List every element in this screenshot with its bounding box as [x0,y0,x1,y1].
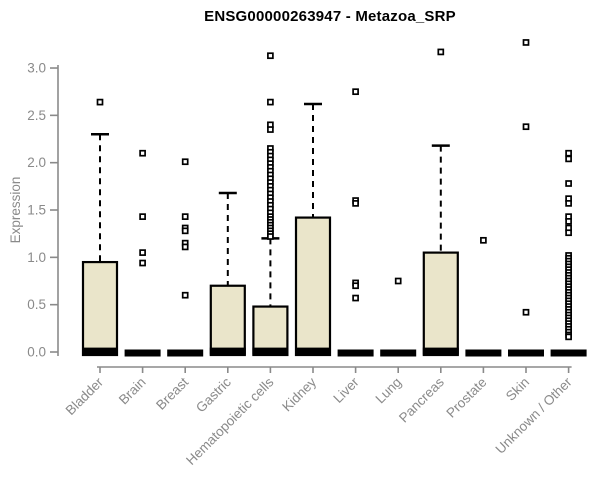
outlier-point [139,213,146,220]
box-prostate [465,236,502,357]
y-tick-label: 2.0 [27,155,46,170]
x-tick-label: Prostate [443,375,489,421]
outlier-point [267,52,274,60]
outlier-point [181,213,189,220]
outlier-point [480,236,487,244]
outlier-point [352,200,359,207]
median-bar [508,349,544,357]
outlier-point [267,98,274,106]
x-tick-label: Pancreas [396,374,447,425]
outlier-point [565,218,572,225]
median-bar [550,349,587,357]
box-brain [124,149,161,357]
median-bar [124,349,161,357]
outlier-point [522,39,530,46]
median-bar [209,347,246,355]
median-bar [82,347,118,355]
x-tick-label: Skin [503,375,532,404]
outlier-point [352,282,359,290]
x-tick-label: Gastric [193,374,234,415]
outlier-point [565,333,572,341]
outlier-point [352,88,359,96]
box-skin [508,39,544,357]
outlier-point [139,249,146,256]
y-tick-label: 0.5 [27,297,46,312]
box-liver [337,88,374,357]
outlier-point [565,200,572,207]
box-unknown-other [550,149,587,357]
box-breast [167,158,204,357]
outlier-point [267,126,274,133]
outlier-point [96,98,104,106]
median-bar [167,349,204,357]
outlier-point [181,227,189,235]
box-kidney [294,102,332,357]
outlier-point [181,291,189,299]
box-lung [380,277,417,357]
y-tick-label: 0.0 [27,345,46,360]
x-tick-label: Liver [330,374,362,406]
y-tick-label: 1.5 [27,203,46,218]
outlier-point [394,277,402,285]
x-tick-label: Lung [372,375,404,407]
outlier-point [565,180,572,187]
median-bar [380,349,417,357]
outlier-point [352,294,359,302]
x-tick-label: Bladder [63,374,107,418]
box-bladder [81,98,119,357]
outlier-point [565,155,572,163]
y-axis: 0.0 0.5 1.0 1.5 2.0 2.5 3.0 Expression [8,61,59,360]
y-tick-label: 1.0 [27,250,46,265]
median-bar [295,347,331,355]
outlier-point [267,233,274,240]
y-tick-label: 3.0 [27,61,46,76]
x-tick-label: Breast [153,374,191,412]
y-tick-label: 2.5 [27,108,46,123]
outlier-point [437,48,445,56]
outlier-point [565,229,572,237]
x-tick-label: Brain [116,375,149,408]
outlier-point [522,308,530,316]
y-axis-label: Expression [8,177,23,244]
median-bar [337,349,374,357]
x-tick-label: Unknown / Other [492,374,575,457]
outlier-point [139,259,146,267]
outlier-point [522,123,530,131]
outlier-point [565,149,572,157]
box-pancreas [422,48,459,357]
outlier-point [181,158,189,166]
median-bar [465,349,502,357]
outlier-point [139,149,146,157]
median-bar [252,347,289,355]
outlier-point [181,243,189,251]
box-gastric [209,191,246,357]
chart-title: ENSG00000263947 - Metazoa_SRP [204,8,456,25]
median-bar [422,347,459,355]
box-hematopoietic-cells [252,52,289,357]
x-tick-label: Kidney [279,374,319,414]
